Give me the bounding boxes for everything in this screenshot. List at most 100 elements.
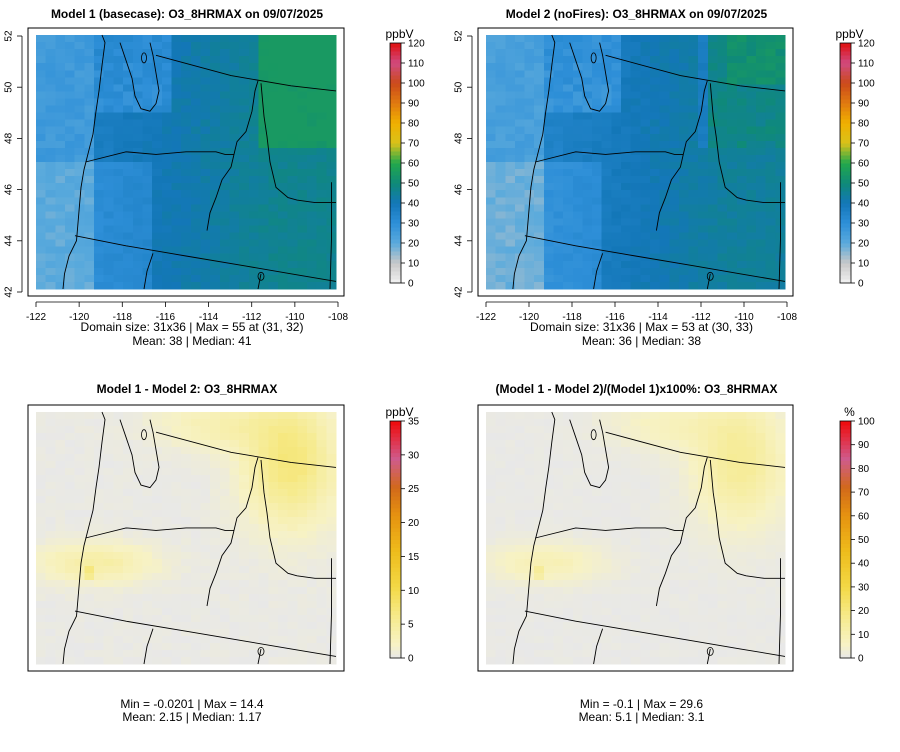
heatmap-cell	[563, 98, 574, 107]
heatmap-cell	[669, 482, 680, 490]
colorbar-segment	[390, 440, 401, 446]
colorbar-segment	[390, 247, 401, 252]
heatmap-cell	[248, 433, 260, 441]
heatmap-cell	[74, 615, 85, 623]
heatmap-cell	[268, 253, 279, 262]
heatmap-cell	[543, 594, 555, 602]
heatmap-cell	[678, 267, 690, 276]
heatmap-cell	[630, 239, 641, 248]
heatmap-cell	[765, 475, 776, 483]
heatmap-cell	[36, 176, 47, 184]
heatmap-cell	[229, 447, 240, 455]
heatmap-cell	[727, 84, 738, 93]
heatmap-cell	[678, 274, 690, 283]
heatmap-cell	[94, 538, 105, 546]
colorbar-segment	[390, 535, 401, 540]
heatmap-cell	[514, 133, 526, 142]
heatmap-cell	[181, 566, 192, 574]
heatmap-cell	[239, 510, 250, 518]
heatmap-cell	[181, 246, 192, 255]
heatmap-cell	[55, 496, 66, 504]
heatmap-cell	[316, 559, 327, 567]
heatmap-cell	[94, 559, 105, 567]
heatmap-cell	[229, 204, 240, 212]
heatmap-cell	[219, 77, 231, 85]
heatmap-cell	[543, 503, 555, 511]
heatmap-cell	[486, 119, 497, 128]
heatmap-cell	[297, 204, 308, 212]
heatmap-cell	[649, 77, 661, 85]
heatmap-cell	[707, 419, 719, 427]
heatmap-cell	[553, 35, 564, 43]
heatmap-cell	[514, 524, 526, 532]
heatmap-cell	[239, 70, 250, 78]
heatmap-cell	[258, 608, 269, 616]
heatmap-cell	[505, 281, 516, 290]
heatmap-cell	[649, 496, 661, 504]
heatmap-cell	[36, 35, 47, 43]
heatmap-cell	[248, 587, 260, 595]
heatmap-cell	[611, 218, 622, 227]
heatmap-cell	[621, 461, 632, 469]
colorbar-segment	[390, 500, 401, 505]
colorbar-segment	[390, 263, 401, 268]
heatmap-cell	[601, 281, 612, 290]
heatmap-cell	[698, 190, 709, 198]
heatmap-cell	[765, 433, 776, 441]
heatmap-cell	[707, 169, 719, 177]
heatmap-cell	[611, 419, 622, 427]
heatmap-cell	[142, 154, 153, 163]
heatmap-cell	[736, 260, 748, 269]
heatmap-cell	[765, 643, 776, 651]
heatmap-cell	[678, 419, 690, 427]
heatmap-cell	[534, 545, 545, 553]
heatmap-cell	[592, 475, 603, 483]
puget-sound	[569, 42, 610, 112]
heatmap-cell	[649, 433, 661, 441]
heatmap-cell	[505, 538, 516, 546]
heatmap-cell	[287, 608, 298, 616]
heatmap-cell	[640, 531, 651, 539]
heatmap-cell	[297, 267, 308, 276]
heatmap-cell	[316, 133, 327, 142]
heatmap-cell	[640, 657, 651, 665]
heatmap-cell	[210, 105, 221, 114]
heatmap-cell	[326, 510, 337, 518]
heatmap-cell	[727, 622, 738, 630]
heatmap-cell	[113, 419, 124, 427]
heatmap-cell	[94, 56, 105, 64]
heatmap-cell	[649, 468, 661, 476]
heatmap-cell	[524, 281, 535, 290]
heatmap-cell	[765, 204, 776, 212]
heatmap-cell	[277, 98, 289, 107]
heatmap-cell	[486, 524, 497, 532]
heatmap-cell	[248, 260, 260, 269]
heatmap-cell	[239, 274, 250, 283]
heatmap-cell	[316, 489, 327, 497]
heatmap-cell	[717, 454, 728, 462]
heatmap-cell	[45, 608, 56, 616]
heatmap-cell	[495, 49, 506, 57]
heatmap-cell	[229, 126, 240, 135]
heatmap-cell	[142, 489, 153, 497]
heatmap-cell	[524, 587, 535, 595]
heatmap-cell	[239, 608, 250, 616]
heatmap-cell	[717, 545, 728, 553]
heatmap-cell	[582, 538, 593, 546]
heatmap-cell	[152, 524, 163, 532]
heatmap-cell	[640, 538, 651, 546]
heatmap-cell	[514, 503, 526, 511]
heatmap-cell	[287, 197, 298, 205]
heatmap-cell	[190, 35, 202, 43]
heatmap-cell	[688, 119, 699, 128]
heatmap-cell	[746, 657, 757, 665]
heatmap-cell	[161, 419, 173, 427]
heatmap-cell	[229, 119, 240, 128]
heatmap-cell	[55, 412, 66, 420]
heatmap-cell	[248, 281, 260, 290]
heatmap-cell	[287, 531, 298, 539]
heatmap-cell	[277, 622, 289, 630]
heatmap-cell	[55, 260, 66, 269]
heatmap-cell	[55, 615, 66, 623]
heatmap-cell	[65, 587, 76, 595]
